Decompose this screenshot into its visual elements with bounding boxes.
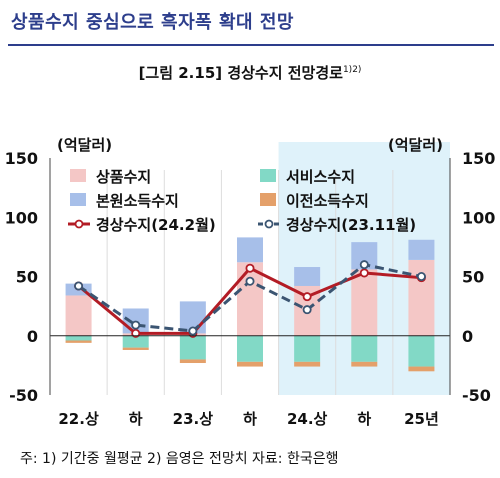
bar-segment-2 xyxy=(294,267,321,286)
line-point-0 xyxy=(359,268,369,278)
y-tick-right: 50 xyxy=(462,268,484,287)
line-point-1 xyxy=(188,326,198,336)
line-point-0 xyxy=(131,328,141,338)
x-tick-label: 하 xyxy=(243,410,257,428)
legend-label: 경상수지(23.11월) xyxy=(286,216,416,234)
bar-segment-2 xyxy=(237,237,263,263)
x-tick-label: 25년 xyxy=(404,410,439,428)
y-tick-right: 0 xyxy=(462,327,473,346)
line-point-1 xyxy=(416,271,426,281)
bar-segment-3 xyxy=(237,361,263,367)
legend-swatch xyxy=(70,193,86,206)
figure-title-text: [그림 2.15] 경상수지 전망경로 xyxy=(138,64,343,82)
y-axis-label-left: (억달러) xyxy=(57,136,112,154)
bar-segment-3 xyxy=(65,340,92,343)
legend-marker xyxy=(264,219,274,229)
line-point-1 xyxy=(245,276,255,286)
x-tick-label: 23.상 xyxy=(173,410,214,428)
bar-segment-0 xyxy=(237,262,263,336)
line-point-1 xyxy=(74,281,84,291)
legend-swatch xyxy=(70,169,86,182)
x-tick-label: 하 xyxy=(129,410,143,428)
bar-segment-1 xyxy=(237,335,263,362)
x-tick-label: 22.상 xyxy=(58,410,99,428)
bar-segment-1 xyxy=(122,335,149,348)
x-tick-label: 24.상 xyxy=(287,410,328,428)
line-point-1 xyxy=(359,260,369,270)
figure-title: [그림 2.15] 경상수지 전망경로1)2) xyxy=(0,62,500,83)
bar-segment-1 xyxy=(65,335,92,341)
footnote: 주: 1) 기간중 월평균 2) 음영은 전망치 자료: 한국은행 xyxy=(20,451,339,467)
x-tick-label: 하 xyxy=(357,410,371,428)
figure-title-superscript: 1)2) xyxy=(342,65,362,75)
bar-segment-0 xyxy=(408,259,435,336)
bar-segment-2 xyxy=(408,239,435,260)
y-axis-label-right: (억달러) xyxy=(388,136,443,154)
bar-segment-1 xyxy=(294,335,321,362)
legend-label: 이전소득수지 xyxy=(286,192,369,210)
line-point-1 xyxy=(131,320,141,330)
legend-label: 서비스수지 xyxy=(286,168,355,186)
bar-segment-1 xyxy=(351,335,378,362)
y-tick-right: 100 xyxy=(462,208,495,227)
bar-segment-1 xyxy=(179,335,206,360)
legend-swatch xyxy=(260,169,276,182)
legend-marker xyxy=(74,219,84,229)
bar-segment-3 xyxy=(408,366,435,372)
legend-label: 경상수지(24.2월) xyxy=(96,216,216,234)
bar-segment-3 xyxy=(351,361,378,367)
grid-layer xyxy=(106,170,394,395)
y-tick-right: -50 xyxy=(462,386,491,405)
legend-label: 본원소득수지 xyxy=(96,192,179,210)
y-tick-left: 50 xyxy=(16,268,38,287)
bar-segment-3 xyxy=(294,361,321,367)
y-tick-left: 100 xyxy=(5,208,38,227)
y-tick-left: -50 xyxy=(9,386,38,405)
line-point-0 xyxy=(245,263,255,273)
y-tick-right: 150 xyxy=(462,149,495,168)
lines-layer xyxy=(74,260,426,338)
line-point-0 xyxy=(302,292,312,302)
bar-segment-0 xyxy=(65,295,92,336)
legend-label: 상품수지 xyxy=(96,168,151,186)
bar-segment-1 xyxy=(408,335,435,367)
legend-swatch xyxy=(260,193,276,206)
bar-segment-3 xyxy=(179,359,206,364)
line-point-1 xyxy=(302,305,312,315)
header-rule xyxy=(8,44,494,46)
header-title: 상품수지 중심으로 흑자폭 확대 전망 xyxy=(11,12,294,33)
y-tick-left: 150 xyxy=(5,149,38,168)
bar-segment-0 xyxy=(351,269,378,336)
bar-segment-3 xyxy=(122,347,149,350)
y-tick-left: 0 xyxy=(27,327,38,346)
axes-layer: -50 -50 0 0 50 50 100 100 150 150 22.상 하 23.상 하 24.상 하 2… xyxy=(5,136,496,428)
